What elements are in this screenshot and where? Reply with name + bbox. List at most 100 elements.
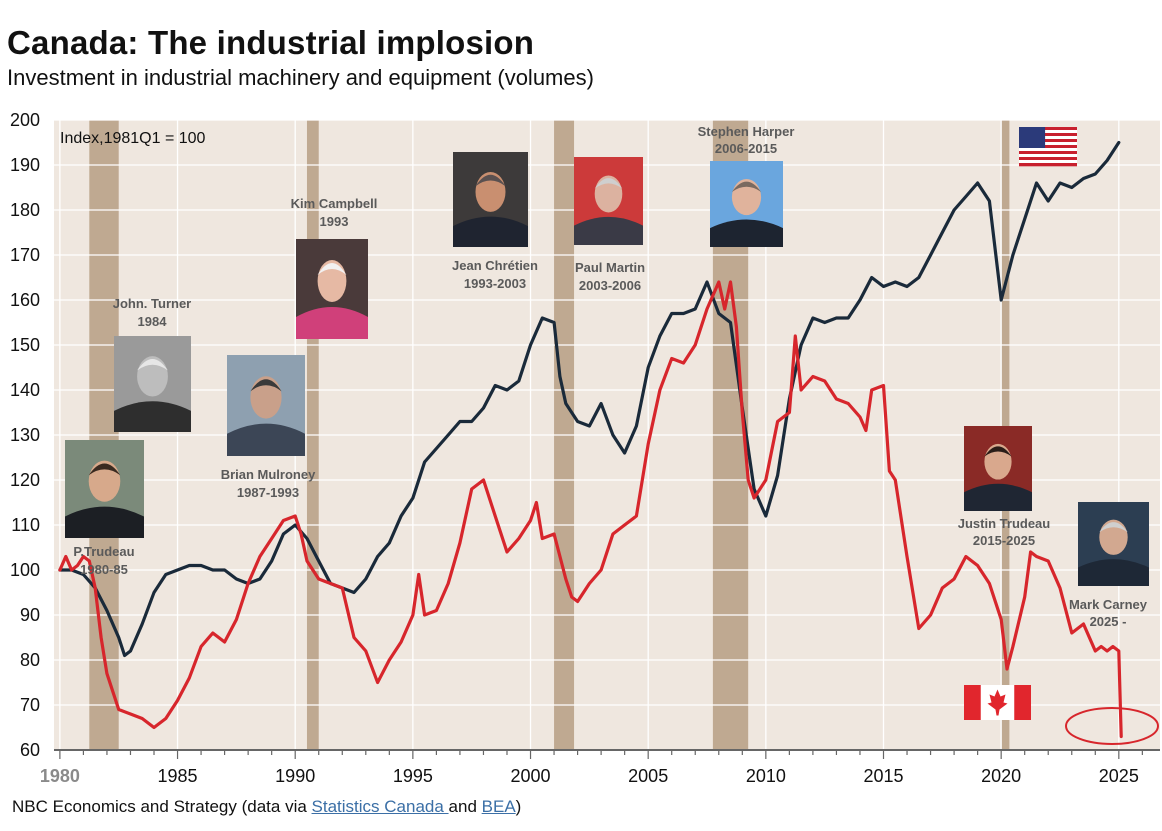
chart-subtitle: Investment in industrial machinery and e… [7, 65, 594, 90]
flag-stripe [1019, 127, 1077, 131]
footer-prefix: NBC Economics and Strategy (data via [12, 797, 312, 816]
y-tick-label: 160 [10, 290, 40, 310]
x-tick-label: 2000 [510, 766, 550, 786]
portrait-hair [594, 178, 623, 189]
politician-name-harper: Stephen Harper [698, 124, 795, 139]
flag-stripe [1019, 145, 1077, 149]
flag-stripe [1019, 148, 1077, 152]
politician-name-mulroney: Brian Mulroney [221, 467, 316, 482]
portrait-trudeau-sr [65, 440, 144, 538]
x-tick-label: 2025 [1099, 766, 1139, 786]
politician-labels: P.Trudeau 1980-85 John. Turner 1984 Brian Mu… [73, 124, 1147, 629]
portrait-shoulders [453, 216, 528, 247]
bea-link[interactable]: BEA [481, 797, 516, 816]
highlight-circle [1065, 707, 1159, 745]
portrait-hair [731, 181, 762, 192]
politician-name-trudeau-sr: P.Trudeau [73, 544, 134, 559]
politician-term-harper: 2006-2015 [715, 141, 777, 156]
politician-term-carney: 2025 - [1090, 614, 1127, 629]
politician-name-martin: Paul Martin [575, 260, 645, 275]
flag-band-left [964, 685, 981, 720]
politician-term-campbell: 1993 [320, 214, 349, 229]
series-line-canada [58, 280, 1123, 739]
politician-term-mulroney: 1987-1993 [237, 485, 299, 500]
flag-stripe [1019, 136, 1077, 140]
portrait-hair [984, 446, 1012, 457]
flag-stripe [1019, 157, 1077, 161]
flag-stripe [1019, 160, 1077, 164]
flag-stripe [1019, 154, 1077, 158]
politician-term-martin: 2003-2006 [579, 278, 641, 293]
portrait-hair [1099, 522, 1128, 533]
portrait-chretien [453, 152, 528, 247]
politician-term-chretien: 1993-2003 [464, 276, 526, 291]
portrait-hair [317, 263, 347, 275]
portrait-hair [137, 359, 168, 371]
series-line-united-states [58, 140, 1121, 658]
portrait-carney [1078, 502, 1149, 586]
y-tick-label: 200 [10, 110, 40, 130]
x-tick-label: 1980 [40, 766, 80, 786]
unit-label: Index,1981Q1 = 100 [60, 130, 206, 147]
y-tick-label: 120 [10, 470, 40, 490]
portrait-harper [710, 161, 783, 247]
y-tick-label: 190 [10, 155, 40, 175]
flag-canton [1019, 127, 1046, 148]
politician-name-campbell: Kim Campbell [291, 196, 378, 211]
flag-stripe [1019, 130, 1077, 134]
flag-stripe [1019, 163, 1077, 167]
source-footer: NBC Economics and Strategy (data via Sta… [12, 797, 521, 817]
x-tick-label: 2020 [981, 766, 1021, 786]
portrait-martin [574, 157, 643, 245]
portrait-turner [114, 336, 191, 432]
portrait-shoulders [1078, 559, 1149, 586]
y-tick-label: 90 [20, 605, 40, 625]
maple-leaf-icon [987, 689, 1008, 716]
x-tick-label: 2010 [746, 766, 786, 786]
politician-term-trudeau-jr: 2015-2025 [973, 533, 1035, 548]
footer-middle: and [448, 797, 482, 816]
y-tick-label: 60 [20, 740, 40, 760]
portrait-shoulders [574, 216, 643, 245]
chart: 60 70 80 90 100 110 120 130 140 150 160 170 180 190 20… [10, 110, 1160, 786]
flag-stripe [1019, 151, 1077, 155]
portrait-shoulders [964, 483, 1032, 511]
politician-name-chretien: Jean Chrétien [452, 258, 538, 273]
politician-term-turner: 1984 [138, 314, 168, 329]
chart-title: Canada: The industrial implosion [7, 24, 535, 61]
x-tick-label: 2015 [863, 766, 903, 786]
politician-name-carney: Mark Carney [1069, 597, 1148, 612]
flag-stripe [1019, 133, 1077, 137]
portrait-shoulders [65, 506, 144, 538]
portrait-hair [88, 463, 121, 476]
politician-term-trudeau-sr: 1980-85 [80, 562, 128, 577]
portrait-hair [250, 379, 282, 392]
portrait-hair [475, 174, 506, 187]
x-tick-label: 1985 [158, 766, 198, 786]
y-tick-label: 110 [11, 515, 40, 535]
statcan-link[interactable]: Statistics Canada [311, 797, 449, 816]
flags [964, 127, 1077, 720]
portrait-mulroney [227, 355, 305, 456]
politician-name-trudeau-jr: Justin Trudeau [958, 516, 1051, 531]
portraits [65, 152, 1149, 586]
flag-stripe [1019, 139, 1077, 143]
portrait-shoulders [227, 423, 305, 456]
politician-name-turner: John. Turner [113, 296, 191, 311]
portrait-trudeau-jr [964, 426, 1032, 511]
x-tick-label: 1995 [393, 766, 433, 786]
y-tick-label: 150 [10, 335, 40, 355]
portrait-shoulders [296, 307, 368, 339]
portrait-shoulders [710, 219, 783, 247]
x-tick-label: 2005 [628, 766, 668, 786]
footer-suffix: ) [515, 797, 522, 816]
portrait-campbell [296, 239, 368, 339]
y-tick-label: 140 [10, 380, 40, 400]
y-tick-label: 130 [10, 425, 40, 445]
x-tick-label: 1990 [275, 766, 315, 786]
y-tick-label: 80 [20, 650, 40, 670]
usa-flag-icon [1019, 127, 1077, 167]
y-tick-label: 170 [10, 245, 40, 265]
portrait-shoulders [114, 401, 191, 432]
flag-band-right [1014, 685, 1031, 720]
